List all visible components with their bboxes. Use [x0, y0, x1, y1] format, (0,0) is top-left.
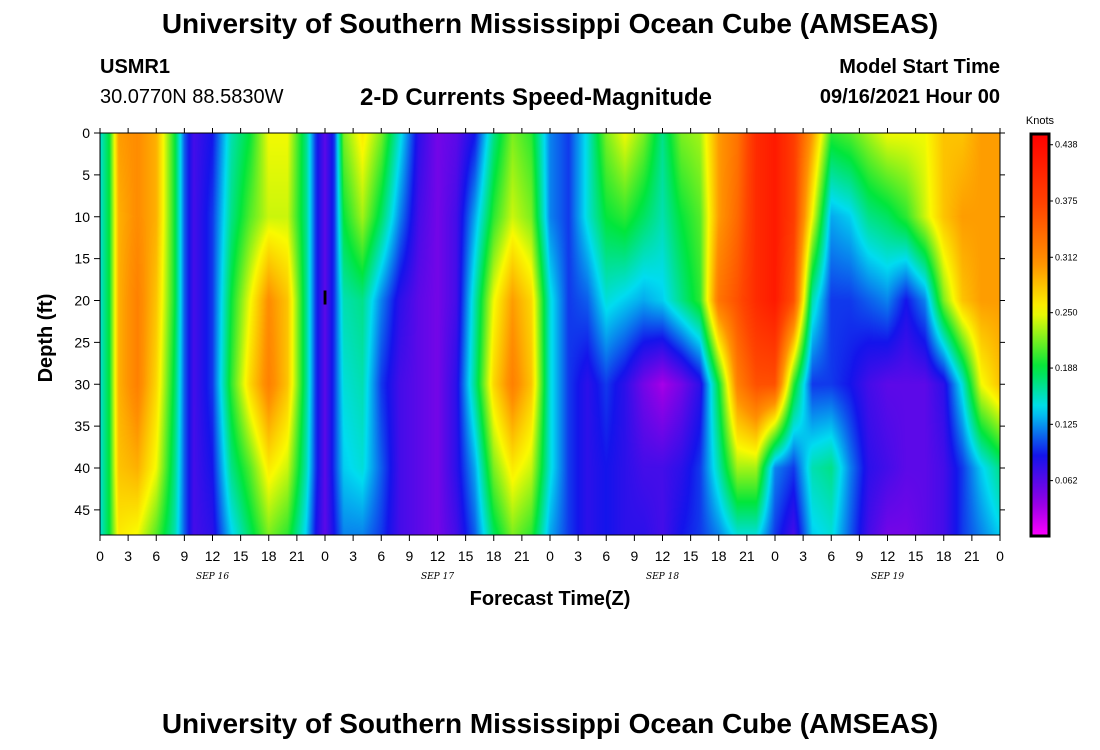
x-tick-label: 12 [430, 548, 446, 564]
x-tick-label: 18 [486, 548, 502, 564]
y-axis: 0 5 10 15 20 25 30 35 40 45 [74, 125, 1005, 518]
x-tick-label: 6 [827, 548, 835, 564]
x-tick-label: 0 [546, 548, 554, 564]
y-tick-label: 0 [82, 125, 90, 141]
date-label: SEP 19 [871, 572, 904, 582]
y-tick-label: 15 [74, 251, 90, 267]
x-tick-label: 9 [630, 548, 638, 564]
colorbar-tick-label: 0.188 [1055, 363, 1078, 373]
colorbar-scale [1029, 132, 1051, 538]
colorbar-tick-label: 0.250 [1055, 308, 1078, 318]
colorbar-tick-label: 0.125 [1055, 419, 1078, 429]
x-tick-label: 3 [349, 548, 357, 564]
x-tick-label: 0 [96, 548, 104, 564]
colorbar-tick-label: 0.062 [1055, 476, 1078, 486]
x-tick-label: 0 [321, 548, 329, 564]
current-time-marker: I [322, 287, 328, 309]
x-tick-label: 6 [152, 548, 160, 564]
x-axis: 0 3 6 9 12 15 18 21 0 3 6 9 12 15 18 21 0 3 6 9 12 15 18 21 0 3 6 9… [96, 128, 1004, 564]
y-tick-label: 30 [74, 376, 90, 392]
x-tick-label: 15 [683, 548, 699, 564]
date-label: SEP 17 [421, 572, 454, 582]
x-tick-label: 18 [936, 548, 952, 564]
y-tick-label: 5 [82, 167, 90, 183]
x-tick-label: 12 [655, 548, 671, 564]
speed-heatmap [100, 133, 1000, 535]
x-tick-label: 0 [771, 548, 779, 564]
bottom-title: University of Southern Mississippi Ocean… [161, 708, 939, 739]
x-tick-label: 6 [377, 548, 385, 564]
x-tick-label: 3 [574, 548, 582, 564]
x-tick-label: 12 [205, 548, 221, 564]
x-tick-label: 15 [233, 548, 249, 564]
x-tick-label: 6 [602, 548, 610, 564]
colorbar-ticks: 0.438 0.375 0.312 0.250 0.188 0.125 0.062 [1049, 140, 1078, 486]
y-tick-label: 25 [74, 334, 90, 350]
x-tick-label: 9 [180, 548, 188, 564]
colorbar-tick-label: 0.312 [1055, 252, 1078, 262]
y-tick-label: 40 [74, 460, 90, 476]
y-axis-title: Depth (ft) [35, 294, 57, 383]
x-tick-label: 15 [908, 548, 924, 564]
station-coordinates: 30.0770N 88.5830W [100, 86, 284, 108]
y-tick-label: 35 [74, 418, 90, 434]
x-axis-title: Forecast Time(Z) [470, 588, 631, 610]
x-tick-label: 12 [880, 548, 896, 564]
colorbar-tick-label: 0.375 [1055, 196, 1078, 206]
colorbar: Knots 0.438 0.375 0.312 0.250 0.188 0.125 0.06… [1026, 115, 1078, 538]
y-tick-label: 45 [74, 502, 90, 518]
y-tick-label: 20 [74, 293, 90, 309]
y-tick-label: 10 [74, 209, 90, 225]
x-tick-label: 15 [458, 548, 474, 564]
chart-title: 2-D Currents Speed-Magnitude [360, 84, 713, 111]
x-tick-label: 21 [514, 548, 530, 564]
model-start-label: Model Start Time [839, 56, 1000, 78]
x-tick-label: 9 [855, 548, 863, 564]
x-tick-label: 9 [405, 548, 413, 564]
colorbar-tick-label: 0.438 [1055, 140, 1078, 150]
colorbar-unit: Knots [1026, 115, 1055, 127]
x-tick-label: 21 [964, 548, 980, 564]
x-tick-label: 3 [124, 548, 132, 564]
x-tick-label: 21 [289, 548, 305, 564]
x-tick-label: 0 [996, 548, 1004, 564]
x-tick-label: 3 [799, 548, 807, 564]
date-labels: SEP 16 SEP 17 SEP 18 SEP 19 [196, 572, 904, 582]
x-tick-label: 18 [711, 548, 727, 564]
x-tick-label: 18 [261, 548, 277, 564]
top-title: University of Southern Mississippi Ocean… [161, 8, 939, 39]
date-label: SEP 16 [196, 572, 229, 582]
x-tick-label: 21 [739, 548, 755, 564]
station-id: USMR1 [100, 56, 171, 78]
model-start-value: 09/16/2021 Hour 00 [819, 86, 1000, 108]
date-label: SEP 18 [646, 572, 679, 582]
